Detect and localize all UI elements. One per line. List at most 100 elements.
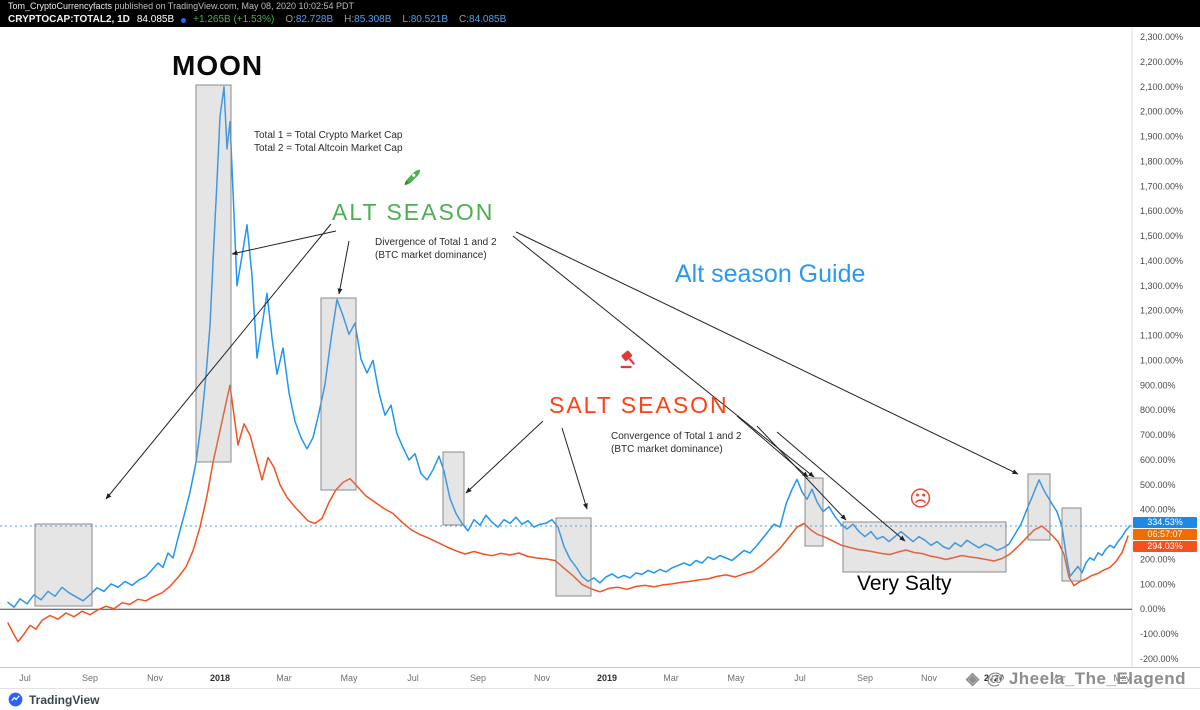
publish-bar: Tom_CryptoCurrencyfacts published on Tra… [0, 0, 1200, 13]
season-highlight-box[interactable] [1061, 507, 1082, 582]
annotation-arrow[interactable] [561, 427, 588, 510]
total1-last-price-label: 294.03% [1133, 541, 1197, 552]
y-axis-label: 1,200.00% [1140, 306, 1183, 316]
series-line-total2 [7, 86, 1131, 608]
divergence-line-2: (BTC market dominance) [375, 249, 487, 261]
tradingview-brand[interactable]: TradingView [29, 692, 100, 707]
watermark: ◈ @ Jheela_The_Elagend [966, 669, 1186, 689]
season-highlight-box[interactable] [804, 477, 824, 547]
x-axis-label: Nov [533, 673, 551, 683]
x-axis-label: 2019 [596, 673, 618, 683]
season-highlight-box[interactable] [842, 521, 1007, 573]
season-highlight-box[interactable] [320, 297, 357, 491]
footer-bar: TradingView [0, 688, 1200, 710]
annotation-arrow[interactable] [105, 223, 332, 500]
x-axis-label: Nov [920, 673, 938, 683]
x-axis-label: Nov [146, 673, 164, 683]
annotation-arrow[interactable] [756, 425, 847, 521]
x-axis-label: 2020 [983, 673, 1005, 683]
y-axis-label: 1,100.00% [1140, 331, 1183, 341]
gavel-icon[interactable] [617, 348, 639, 375]
divergence-line-1: Divergence of Total 1 and 2 [375, 237, 497, 248]
divergence-note[interactable]: Divergence of Total 1 and 2 (BTC market … [375, 237, 497, 262]
change-value: +1.265B (+1.53%) [193, 14, 275, 25]
annotation-arrow[interactable] [736, 415, 809, 478]
legend-line-1: Total 1 = Total Crypto Market Cap [254, 130, 403, 141]
season-highlight-box[interactable] [442, 451, 465, 526]
x-axis-label: Mar [1050, 673, 1066, 683]
last-value: 84.085B [136, 14, 175, 25]
annotation-arrow[interactable] [231, 230, 337, 256]
x-axis-label: Jul [19, 673, 31, 683]
chart-title[interactable]: Alt season Guide [675, 260, 866, 288]
annotation-arrow[interactable] [465, 420, 544, 494]
convergence-line-1: Convergence of Total 1 and 2 [611, 431, 742, 442]
series-legend-note[interactable]: Total 1 = Total Crypto Market Cap Total … [254, 130, 403, 155]
x-axis-label: 2018 [209, 673, 231, 683]
y-axis-label: 1,600.00% [1140, 206, 1183, 216]
x-axis-label: Sep [469, 673, 487, 683]
total2-last-price-label: 334.53% [1133, 517, 1197, 528]
watermark-diamond-icon: ◈ [965, 669, 980, 688]
y-axis-label: 600.00% [1140, 455, 1176, 465]
season-highlight-box[interactable] [34, 523, 93, 607]
y-axis-label: -100.00% [1140, 629, 1179, 639]
y-axis-label: 400.00% [1140, 505, 1176, 515]
time-axis[interactable]: Jul Sep Nov 2018 Mar May Jul Sep Nov 2019 Mar May Ju… [0, 667, 1200, 688]
ohlc-high-value: 85.308B [354, 14, 392, 25]
x-axis-label: Jul [794, 673, 806, 683]
y-axis-label: 2,300.00% [1140, 32, 1183, 42]
y-axis-label: 1,300.00% [1140, 281, 1183, 291]
tradingview-logo-icon[interactable] [8, 692, 23, 707]
x-axis-label: May [1113, 673, 1131, 683]
publish-info: published on TradingView.com, May 08, 20… [112, 1, 355, 11]
legend-line-2: Total 2 = Total Altcoin Market Cap [254, 142, 403, 154]
price-label-stack: 334.53% 06:57:07 294.03% [1133, 517, 1197, 552]
publish-author: Tom_CryptoCurrencyfacts [8, 1, 113, 11]
convergence-line-2: (BTC market dominance) [611, 443, 723, 455]
annotation-arrow[interactable] [512, 235, 815, 478]
y-axis-label: 100.00% [1140, 579, 1176, 589]
series-line-total1 [7, 384, 1129, 643]
very-salty-label[interactable]: Very Salty [857, 572, 952, 595]
watermark-text: @ Jheela_The_Elagend [986, 669, 1186, 688]
season-highlight-box[interactable] [555, 517, 592, 597]
ohlc-close: C:84.085B [459, 13, 506, 27]
y-axis-label: 0.00% [1140, 604, 1166, 614]
alt-season-label[interactable]: ALT SEASON [332, 199, 495, 225]
ohlc-open-label: O: [285, 14, 296, 25]
y-axis-label: 1,900.00% [1140, 132, 1183, 142]
annotation-arrow[interactable] [776, 431, 906, 542]
season-highlight-box[interactable] [195, 84, 232, 463]
moon-annotation[interactable]: MOON [172, 50, 264, 81]
ohlc-high: H:85.308B [344, 13, 391, 27]
season-highlight-box[interactable] [1027, 473, 1051, 541]
sad-face-icon[interactable]: ☹ [909, 487, 932, 512]
x-axis-label: Mar [276, 673, 292, 683]
annotation-arrow[interactable] [337, 240, 350, 295]
annotation-arrow[interactable] [515, 231, 1019, 475]
ohlc-open: O:82.728B [285, 13, 333, 27]
ohlc-open-value: 82.728B [295, 14, 334, 25]
bar-countdown-label: 06:57:07 [1133, 529, 1197, 540]
ohlc-low-label: L: [402, 14, 411, 25]
x-axis-label: Sep [81, 673, 99, 683]
y-axis-label: 1,000.00% [1140, 355, 1183, 365]
y-axis-label: 2,000.00% [1140, 107, 1183, 117]
symbol-title[interactable]: CRYPTOCAP:TOTAL2, 1D [8, 14, 130, 25]
y-axis-label: 2,200.00% [1140, 57, 1183, 67]
x-axis-label: Sep [856, 673, 874, 683]
y-axis-label: 1,700.00% [1140, 181, 1183, 191]
y-axis-label: 700.00% [1140, 430, 1176, 440]
ohlc-low-value: 80.521B [410, 14, 449, 25]
ohlc-high-label: H: [344, 14, 355, 25]
convergence-note[interactable]: Convergence of Total 1 and 2 (BTC market… [611, 431, 741, 456]
y-axis-label: 800.00% [1140, 405, 1176, 415]
x-axis-label: May [727, 673, 745, 683]
y-axis-label: 2,100.00% [1140, 82, 1183, 92]
salt-season-label[interactable]: SALT SEASON [549, 392, 729, 418]
y-axis-label: 1,400.00% [1140, 256, 1183, 266]
ticker-bar: CRYPTOCAP:TOTAL2, 1D 84.085B +1.265B (+1… [0, 13, 1200, 27]
rocket-icon[interactable] [400, 167, 422, 194]
